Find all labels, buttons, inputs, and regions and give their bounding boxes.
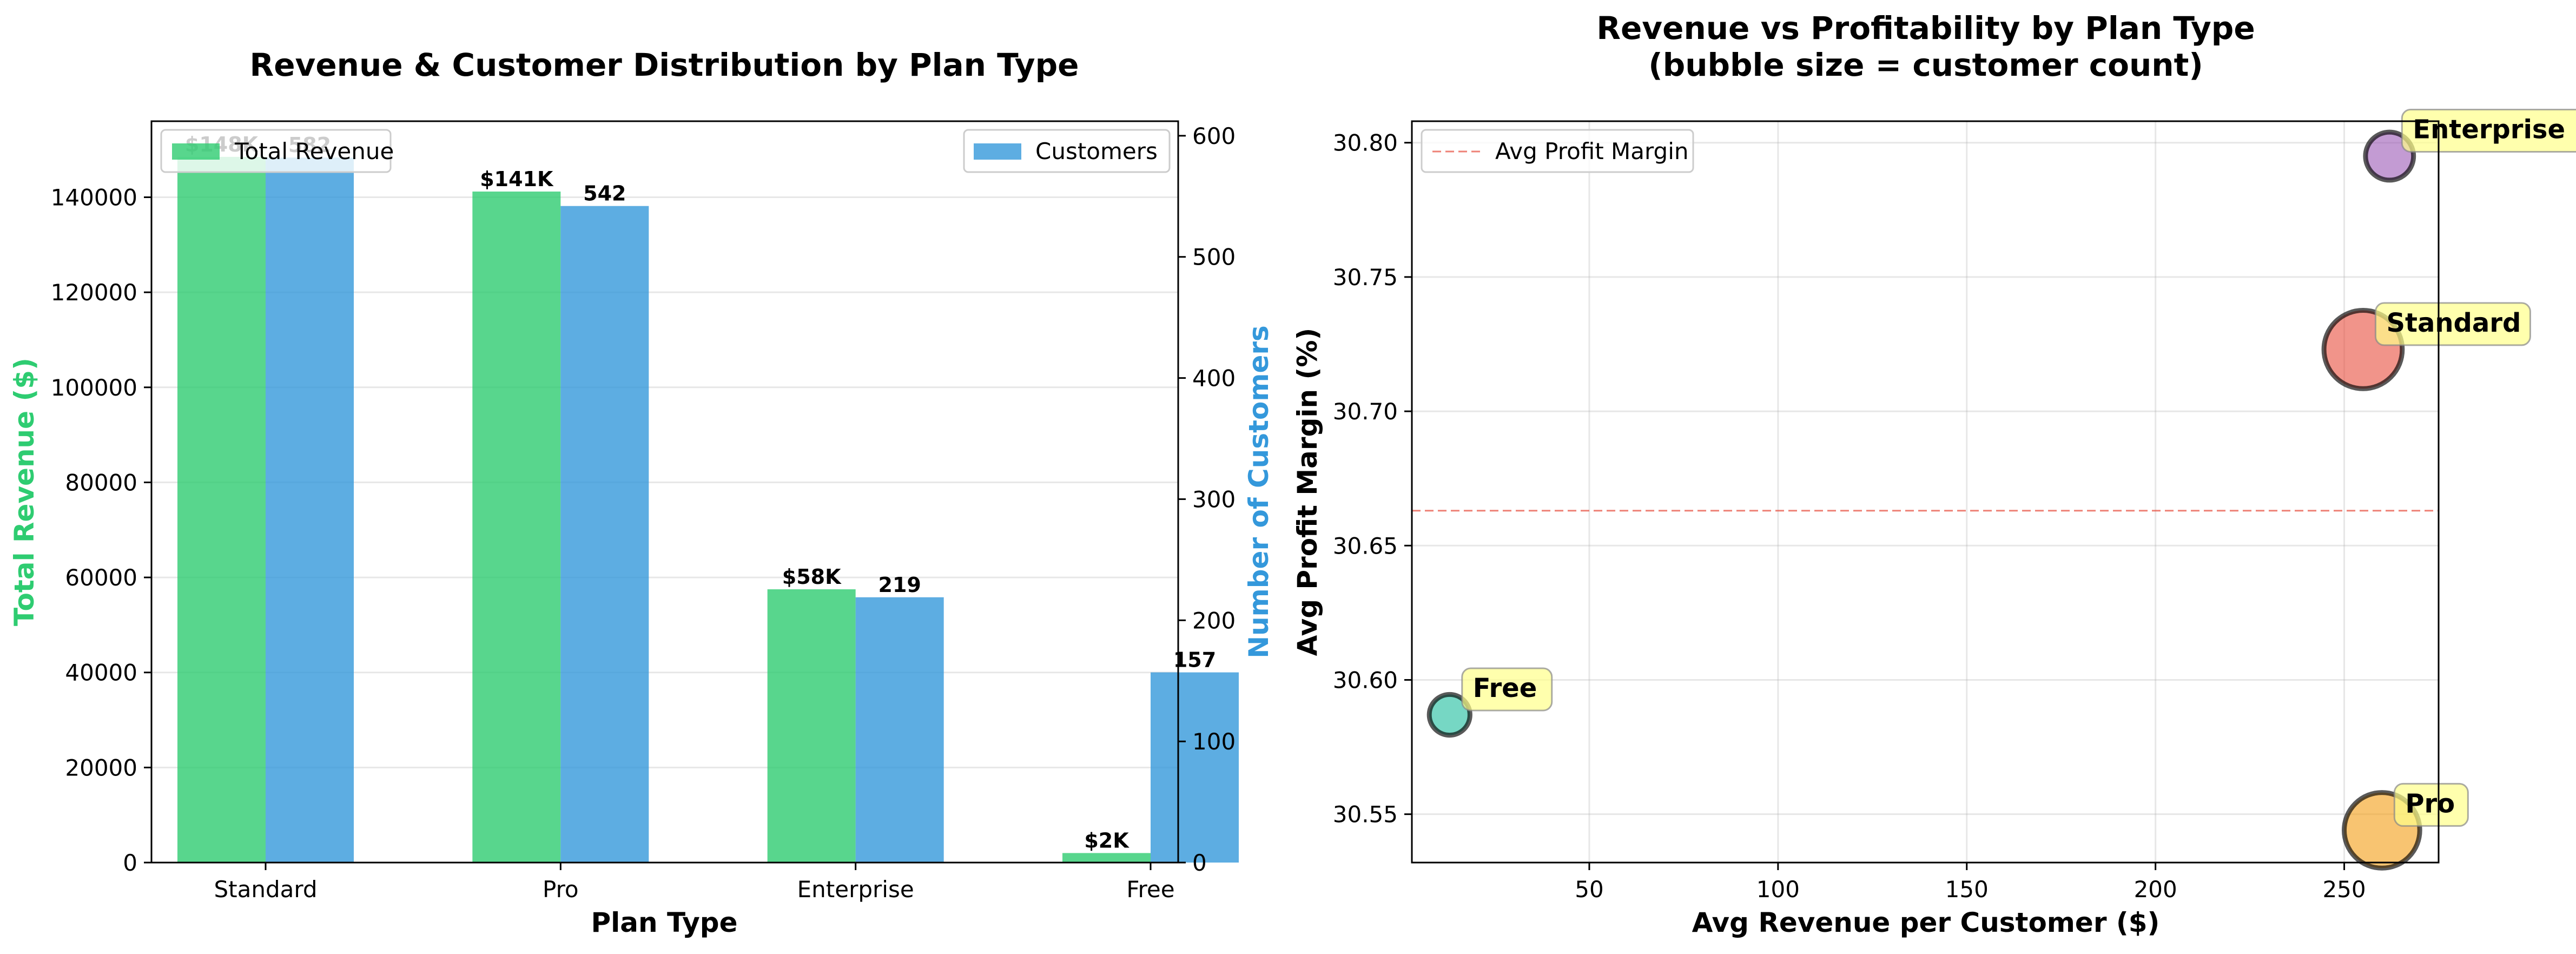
right-gridlines <box>1412 121 2439 863</box>
right-scatter-y-tick-label: 30.80 <box>1333 130 1398 156</box>
bubble-label-standard: Standard <box>2386 308 2521 338</box>
left-y-tick-label: 20000 <box>65 754 137 781</box>
bubble-label-free: Free <box>1473 673 1537 703</box>
bar-customers-standard <box>266 157 354 863</box>
left-chart-title: Revenue & Customer Distribution by Plan … <box>250 47 1079 83</box>
right-chart-subtitle: (bubble size = customer count) <box>1648 47 2203 83</box>
right-x-tick-label: 250 <box>2322 876 2366 903</box>
right-x-tick-label: 150 <box>1945 876 1989 903</box>
left-x-ticks: Standard Pro Enterprise Free <box>214 863 1175 903</box>
bubble-label-box <box>2374 302 2531 346</box>
left-y-tick-label: 40000 <box>65 660 137 686</box>
left-y-tick-label: 120000 <box>51 279 137 306</box>
right-scatter-y-tick-label: 30.65 <box>1333 532 1398 559</box>
bar-revenue-free <box>1062 853 1151 863</box>
left-legend-customers: Customers <box>963 129 1171 173</box>
right-y-ticks: 0 100 200 300 400 500 600 <box>1178 123 1236 876</box>
right-chart: Revenue vs Profitability by Plan Type (b… <box>1292 10 2576 938</box>
left-chart: Revenue & Customer Distribution by Plan … <box>9 47 1274 938</box>
right-y-tick-label: 100 <box>1192 728 1236 755</box>
legend-swatch-customers <box>974 143 1021 160</box>
bubble-label-box <box>2393 782 2469 827</box>
bubble-label-enterprise: Enterprise <box>2413 115 2565 145</box>
right-y-tick-label: 600 <box>1192 123 1236 149</box>
right-x-ticks: 50 100 150 200 250 <box>1575 863 2366 903</box>
left-y-ticks: 0 20000 40000 60000 80000 100000 120000 140000 <box>51 185 151 876</box>
right-scatter-y-tick-label: 30.60 <box>1333 667 1398 693</box>
left-x-tick-label: Pro <box>543 876 579 903</box>
right-y-tick-label: 0 <box>1192 850 1207 876</box>
data-label-customers: 219 <box>879 573 921 597</box>
left-y-tick-label: 100000 <box>51 374 137 401</box>
bar-customers-pro <box>560 206 649 863</box>
right-y-tick-label: 300 <box>1192 486 1236 512</box>
right-chart-title: Revenue vs Profitability by Plan Type <box>1596 10 2255 47</box>
right-scatter-y-tick-label: 30.75 <box>1333 264 1398 291</box>
left-y-tick-label: 140000 <box>51 185 137 211</box>
right-scatter-y-tick-label: 30.55 <box>1333 801 1398 828</box>
legend-swatch-revenue <box>172 143 220 160</box>
right-y-tick-label: 400 <box>1192 365 1236 392</box>
bubble-label-pro: Pro <box>2405 788 2455 819</box>
right-y-tick-label: 200 <box>1192 607 1236 634</box>
right-legend: Avg Profit Margin <box>1421 129 1694 173</box>
left-plot-frame <box>150 120 1179 864</box>
left-y-tick-label: 0 <box>123 850 137 876</box>
right-x-tick-label: 100 <box>1756 876 1800 903</box>
right-y-ticks-scatter: 30.55 30.60 30.65 30.70 30.75 30.80 <box>1333 130 1412 828</box>
data-label-customers: 157 <box>1173 648 1216 672</box>
right-x-tick-label: 200 <box>2134 876 2177 903</box>
bar-customers-free <box>1151 672 1239 863</box>
bar-revenue-enterprise <box>767 589 856 863</box>
data-label-revenue: $141K <box>480 167 554 191</box>
bar-revenue-pro <box>472 191 561 863</box>
bubble-labels: Standard Pro Enterprise Free <box>1461 109 2576 827</box>
legend-label-revenue: Total Revenue <box>234 138 394 165</box>
right-plot-frame <box>1411 120 2440 864</box>
data-label-revenue: $2K <box>1084 828 1130 852</box>
left-legend-revenue: Total Revenue <box>160 129 394 173</box>
right-y-tick-label: 500 <box>1192 244 1236 271</box>
right-x-axis-label: Avg Revenue per Customer ($) <box>1692 907 2160 938</box>
legend-label-avg-margin: Avg Profit Margin <box>1495 138 1689 165</box>
data-label-customers: 542 <box>583 182 626 206</box>
left-y-axis-label: Total Revenue ($) <box>9 358 40 626</box>
left-x-tick-label: Free <box>1126 876 1174 903</box>
bubble-label-box <box>1461 667 1553 712</box>
right-x-tick-label: 50 <box>1575 876 1603 903</box>
bar-revenue-standard <box>177 156 266 863</box>
left-x-tick-label: Enterprise <box>797 876 914 903</box>
left-y-tick-label: 80000 <box>65 469 137 496</box>
data-label-revenue: $58K <box>782 565 842 589</box>
left-x-axis-label: Plan Type <box>591 907 738 938</box>
bubbles <box>1426 129 2422 871</box>
left-y-tick-label: 60000 <box>65 564 137 591</box>
right-y-axis-label: Number of Customers <box>1243 325 1274 659</box>
right-scatter-y-tick-label: 30.70 <box>1333 398 1398 425</box>
bubble-label-box <box>2401 109 2576 153</box>
legend-label-customers: Customers <box>1035 138 1158 165</box>
left-bars <box>177 156 1239 863</box>
right-y-axis-label-scatter: Avg Profit Margin (%) <box>1292 328 1323 656</box>
left-x-tick-label: Standard <box>214 876 317 903</box>
bar-customers-enterprise <box>855 597 944 863</box>
bubble-free <box>1426 692 1472 738</box>
